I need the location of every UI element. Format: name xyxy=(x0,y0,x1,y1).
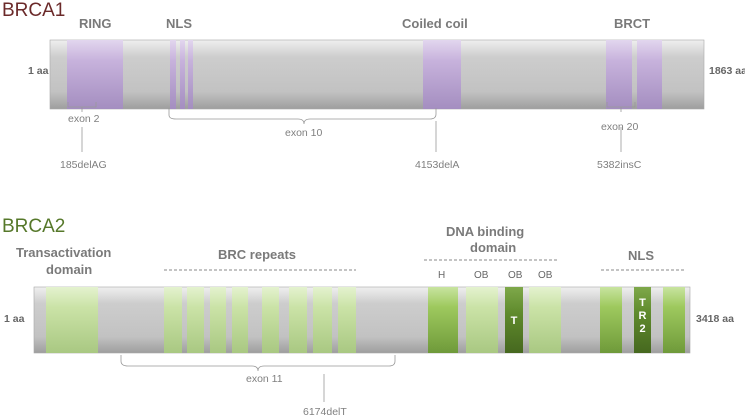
brca1-exon10-bracket xyxy=(168,108,437,125)
brca1-brct-domain-2 xyxy=(637,40,662,109)
brc-repeat xyxy=(338,287,356,353)
brca1-nls-domain-3 xyxy=(188,40,193,109)
brca2-title: BRCA2 xyxy=(2,216,66,237)
brca2-protein-bar xyxy=(33,286,691,354)
brca1-ring-domain xyxy=(67,40,123,109)
brca2-start-aa: 1 aa xyxy=(4,313,25,325)
brca2-dna-binding-label-2: domain xyxy=(470,240,517,255)
brca1-mutation-4153delA: 4153delA xyxy=(415,159,460,171)
brca1-exon2-bracket xyxy=(67,102,97,112)
brca1-exon2-label: exon 2 xyxy=(68,113,100,125)
brca1-nls-domain-2 xyxy=(180,40,185,109)
brca1-brct-domain-1 xyxy=(606,40,632,109)
brca2-tr2-domain xyxy=(634,287,651,353)
brca1-end-aa: 1863 aa xyxy=(709,65,745,77)
brca2-nls-label: NLS xyxy=(628,248,654,263)
brca2-ob3-label: OB xyxy=(538,270,553,281)
brca1-mutation-5382insC: 5382insC xyxy=(597,159,642,171)
brca2-transactivation-domain xyxy=(46,287,98,353)
brca1-brct-label: BRCT xyxy=(614,16,651,31)
brca2-ob2-label: OB xyxy=(508,270,523,281)
brca1-ring-label: RING xyxy=(79,16,112,31)
brca2-exon11-label: exon 11 xyxy=(246,373,283,385)
brca2-t-domain xyxy=(505,287,523,353)
brc-repeat xyxy=(232,287,248,353)
brc-repeat xyxy=(210,287,226,353)
brca2-h-domain xyxy=(428,287,458,353)
brca2-mutation-6174delT: 6174delT xyxy=(303,406,347,418)
brca2-tr2-label-t: T xyxy=(639,297,646,309)
brca2-dna-binding-label: DNA binding xyxy=(446,224,525,239)
brca1-nls-label: NLS xyxy=(166,16,192,31)
brca1-protein-bar xyxy=(49,39,705,110)
brca2-tr2-label-r: R xyxy=(638,310,647,322)
brc-repeat xyxy=(289,287,307,353)
brca2-t-domain-label: T xyxy=(510,315,518,327)
brca1-coiled-coil-label: Coiled coil xyxy=(402,16,468,31)
brca2-h-label: H xyxy=(438,270,446,281)
brca1-exon20-bracket xyxy=(606,102,636,112)
brc-repeat xyxy=(164,287,182,353)
brc-repeat xyxy=(187,287,204,353)
brca2-ob1-label: OB xyxy=(474,270,489,281)
brca1-exon20-label: exon 20 xyxy=(601,121,639,133)
brca1-start-aa: 1 aa xyxy=(28,65,49,77)
brca2-ob1-domain xyxy=(466,287,498,353)
brca2-end-aa: 3418 aa xyxy=(696,313,734,325)
brca2-nls-domain-2 xyxy=(663,287,685,353)
brca2-exon11-bracket xyxy=(120,355,396,372)
brc-repeat xyxy=(262,287,279,353)
brc-repeat xyxy=(313,287,332,353)
brca2-transactivation-label-2: domain xyxy=(46,262,93,277)
brca2-brc-repeats xyxy=(164,287,356,353)
brca1-nls-domain-1 xyxy=(170,40,176,109)
brca2-tr2-label-2: 2 xyxy=(639,323,646,335)
brca2-nls-domain-1 xyxy=(600,287,622,353)
brca2-transactivation-label: Transactivation xyxy=(16,245,112,260)
brca1-title: BRCA1 xyxy=(2,0,66,21)
brca2-brc-repeats-label: BRC repeats xyxy=(218,247,297,262)
brca2-ob3-domain xyxy=(529,287,561,353)
brca1-coiled-coil-domain xyxy=(423,40,461,109)
brca1-mutation-185delAG: 185delAG xyxy=(60,159,107,171)
brca1-exon10-label: exon 10 xyxy=(285,127,323,139)
